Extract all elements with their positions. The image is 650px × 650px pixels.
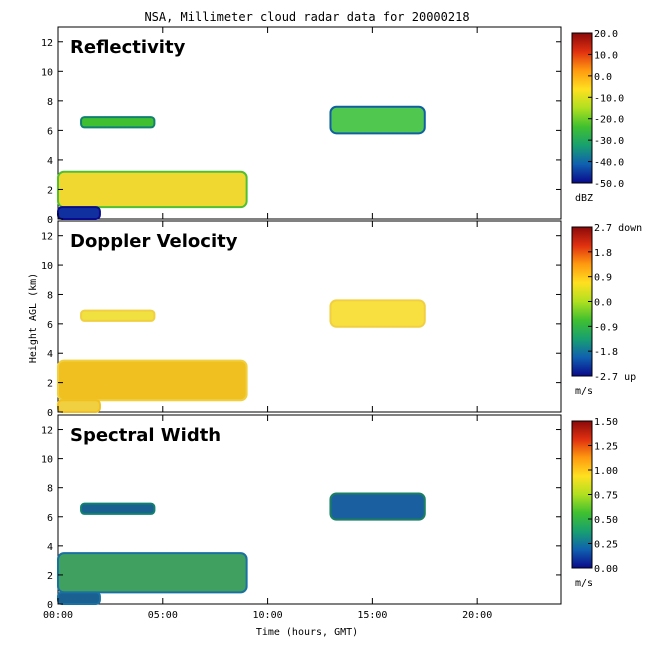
echo-region-2	[80, 502, 156, 515]
y-tick-label: 4	[47, 349, 53, 360]
x-tick-label: 20:00	[462, 610, 492, 621]
y-tick-label: 4	[47, 156, 53, 167]
colorbar-label: -1.8	[594, 347, 618, 358]
colorbar-label: 0.75	[594, 491, 618, 502]
panel-title: Doppler Velocity	[70, 231, 238, 252]
y-tick-label: 12	[41, 38, 53, 49]
y-tick-label: 0	[47, 600, 53, 611]
echo-region-4	[57, 591, 101, 605]
colorbar-label: 0.0	[594, 72, 612, 83]
y-tick-label: 10	[41, 455, 53, 466]
echo-region-3	[329, 492, 426, 521]
y-tick-label: 8	[47, 290, 53, 301]
colorbar-label: 0.50	[594, 515, 618, 526]
panel-title: Reflectivity	[70, 37, 186, 58]
colorbar-label: 20.0	[594, 29, 618, 40]
y-tick-label: 0	[47, 215, 53, 226]
colorbar-label: -2.7 up	[594, 372, 636, 383]
echo-region-4	[57, 206, 101, 221]
colorbar-label: 10.0	[594, 50, 618, 61]
figure-title: NSA, Millimeter cloud radar data for 200…	[144, 10, 469, 24]
colorbar-label: 0.00	[594, 564, 618, 575]
y-tick-label: 0	[47, 408, 53, 419]
colorbar-label: -10.0	[594, 93, 624, 104]
y-tick-label: 12	[41, 232, 53, 243]
colorbar: 1.50 1.25 1.00 0.75 0.50 0.25 0.00m/s	[571, 417, 618, 589]
x-tick-label: 10:00	[253, 610, 283, 621]
y-tick-label: 2	[47, 185, 53, 196]
colorbar-label: 1.25	[594, 442, 618, 453]
colorbar-scale	[571, 32, 593, 184]
echo-region-2	[80, 309, 156, 322]
panel-3: 0 2 4 6 8 10 12 00:00 05:00 10:00 15:00 20:00 Spectr…	[41, 414, 618, 621]
y-tick-label: 10	[41, 261, 53, 272]
colorbar-unit: dBZ	[575, 193, 593, 204]
echo-region-1	[57, 552, 248, 594]
y-tick-label: 2	[47, 571, 53, 582]
colorbar-label: 1.00	[594, 466, 618, 477]
panel-title: Spectral Width	[70, 425, 221, 446]
colorbar-label: -40.0	[594, 158, 624, 169]
x-axis-label: Time (hours, GMT)	[256, 627, 358, 638]
panel-2: 0 2 4 6 8 10 12 Doppler Velocity 2.7 down 1.8 0.9 0…	[41, 220, 642, 419]
colorbar-label: 1.8	[594, 248, 612, 259]
colorbar-label: -0.9	[594, 322, 618, 333]
y-tick-label: 6	[47, 126, 53, 137]
colorbar-label: 1.50	[594, 417, 618, 428]
colorbar-label: 0.0	[594, 298, 612, 309]
colorbar-label: 0.25	[594, 540, 618, 551]
y-tick-label: 6	[47, 513, 53, 524]
panel-1: 0 2 4 6 8 10 12 Reflectivity 20.0 10.0 0.0 -10.0 -20…	[41, 26, 624, 226]
colorbar-unit: m/s	[575, 578, 593, 589]
colorbar-label: -50.0	[594, 179, 624, 190]
y-tick-label: 2	[47, 379, 53, 390]
echo-region-2	[80, 116, 156, 129]
x-tick-label: 05:00	[148, 610, 178, 621]
y-tick-label: 10	[41, 67, 53, 78]
y-tick-label: 8	[47, 484, 53, 495]
echo-region-1	[57, 359, 248, 402]
y-tick-label: 4	[47, 542, 53, 553]
echo-region-3	[329, 299, 426, 328]
colorbar-label: 2.7 down	[594, 223, 642, 234]
y-tick-label: 12	[41, 426, 53, 437]
colorbar-unit: m/s	[575, 386, 593, 397]
colorbar-label: 0.9	[594, 273, 612, 284]
y-tick-label: 6	[47, 320, 53, 331]
colorbar: 2.7 down 1.8 0.9 0.0 -0.9 -1.8 -2.7 upm/s	[571, 223, 642, 397]
echo-region-4	[57, 399, 101, 414]
echo-region-3	[329, 105, 426, 135]
colorbar-label: -20.0	[594, 115, 624, 126]
colorbar-label: -30.0	[594, 136, 624, 147]
echo-region-1	[57, 170, 248, 209]
y-tick-label: 8	[47, 97, 53, 108]
x-tick-label: 00:00	[43, 610, 73, 621]
y-axis-label: Height AGL (km)	[28, 273, 39, 363]
x-tick-label: 15:00	[357, 610, 387, 621]
